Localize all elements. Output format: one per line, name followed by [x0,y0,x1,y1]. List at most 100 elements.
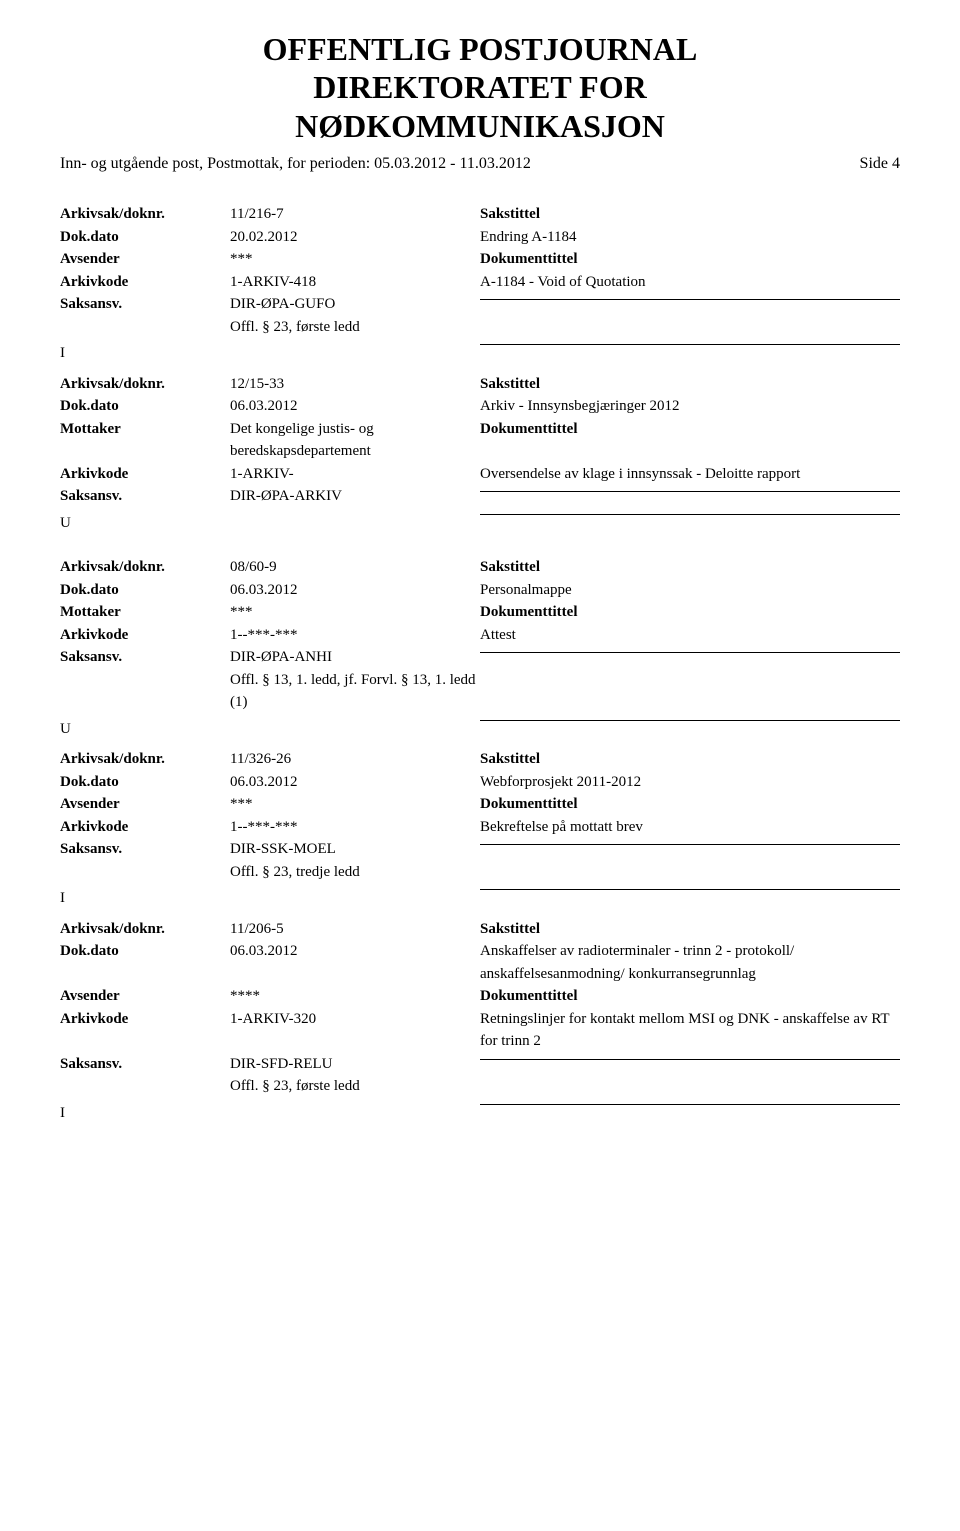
saksansv-label: Saksansv. [60,293,230,316]
saksansv-value: DIR-ØPA-ANHI [230,646,480,669]
saksansv-label: Saksansv. [60,485,230,508]
record-type-letter: I [60,342,230,365]
party-label: Avsender [60,985,230,1008]
arkivkode-value: 1-ARKIV- [230,463,480,486]
saksansv-value: DIR-ØPA-GUFO [230,293,480,316]
journal-record: Arkivsak/doknr.11/206-5Sakstittel Dok.dat… [60,918,900,1125]
saksansv-value: DIR-ØPA-ARKIV [230,485,480,508]
dokdato-label: Dok.dato [60,940,230,985]
dokumenttittel-label: Dokumenttittel [480,248,900,271]
page-number: Side 4 [860,155,900,173]
dokumenttittel-label: Dokumenttittel [480,418,900,463]
divider [480,1104,900,1105]
saksansv-label: Saksansv. [60,838,230,861]
saksansv-label: Saksansv. [60,1053,230,1076]
arkivsak-label: Arkivsak/doknr. [60,748,230,771]
restriction-value: Offl. § 23, første ledd [230,1075,480,1098]
sakstittel-label: Sakstittel [480,748,900,771]
record-type-letter: I [60,1102,230,1125]
journal-record: Arkivsak/doknr.08/60-9Sakstittel Dok.dato… [60,556,900,740]
party-value: *** [230,793,480,816]
restriction-value: Offl. § 23, første ledd [230,316,480,339]
arkivkode-label: Arkivkode [60,1008,230,1053]
divider [480,1059,900,1060]
arkivkode-value: 1--***-*** [230,624,480,647]
party-label: Avsender [60,793,230,816]
saksansv-label: Saksansv. [60,646,230,669]
dokdato-value: 06.03.2012 [230,940,480,985]
arkivsak-value: 08/60-9 [230,556,480,579]
dokumenttittel-value: Retningslinjer for kontakt mellom MSI og… [480,1008,900,1053]
arkivsak-label: Arkivsak/doknr. [60,556,230,579]
dokumenttittel-label: Dokumenttittel [480,793,900,816]
dokdato-label: Dok.dato [60,579,230,602]
party-value: *** [230,601,480,624]
divider [480,844,900,845]
sakstittel-value: Endring A-1184 [480,226,900,249]
restriction-value: Offl. § 13, 1. ledd, jf. Forvl. § 13, 1.… [230,669,480,714]
period-text: Inn- og utgående post, Postmottak, for p… [60,155,531,173]
dokumenttittel-label: Dokumenttittel [480,985,900,1008]
dokdato-value: 06.03.2012 [230,395,480,418]
record-type-letter: U [60,718,230,741]
dokdato-label: Dok.dato [60,226,230,249]
arkivsak-label: Arkivsak/doknr. [60,373,230,396]
dokdato-label: Dok.dato [60,395,230,418]
sakstittel-value: Personalmappe [480,579,900,602]
dokumenttittel-label: Dokumenttittel [480,601,900,624]
dokumenttittel-value: Oversendelse av klage i innsynssak - Del… [480,463,900,486]
record-type-letter: I [60,887,230,910]
title-line-3: NØDKOMMUNIKASJON [60,107,900,145]
arkivkode-label: Arkivkode [60,624,230,647]
party-value: *** [230,248,480,271]
dokumenttittel-value: Attest [480,624,900,647]
title-line-2: DIREKTORATET FOR [60,68,900,106]
journal-record: Arkivsak/doknr.11/216-7Sakstittel Dok.dat… [60,203,900,365]
party-label: Mottaker [60,601,230,624]
arkivsak-label: Arkivsak/doknr. [60,203,230,226]
arkivkode-label: Arkivkode [60,271,230,294]
title-line-1: OFFENTLIG POSTJOURNAL [60,30,900,68]
dokumenttittel-value: A-1184 - Void of Quotation [480,271,900,294]
divider [480,652,900,653]
saksansv-value: DIR-SSK-MOEL [230,838,480,861]
divider [480,514,900,515]
sakstittel-value: Webforprosjekt 2011-2012 [480,771,900,794]
divider [480,889,900,890]
journal-record: Arkivsak/doknr.12/15-33SakstittelDok.dat… [60,373,900,535]
record-type-letter: U [60,512,230,535]
divider [480,299,900,300]
dokdato-label: Dok.dato [60,771,230,794]
sakstittel-label: Sakstittel [480,556,900,579]
party-value: Det kongelige justis- og beredskapsdepar… [230,418,480,463]
divider [480,344,900,345]
arkivkode-label: Arkivkode [60,816,230,839]
sakstittel-value: Arkiv - Innsynsbegjæringer 2012 [480,395,900,418]
sakstittel-label: Sakstittel [480,373,900,396]
dokdato-value: 06.03.2012 [230,579,480,602]
party-label: Avsender [60,248,230,271]
journal-record: Arkivsak/doknr.11/326-26Sakstittel Dok.da… [60,748,900,910]
sub-header: Inn- og utgående post, Postmottak, for p… [60,155,900,173]
divider [480,491,900,492]
party-value: **** [230,985,480,1008]
arkivsak-value: 11/216-7 [230,203,480,226]
arkivkode-value: 1-ARKIV-320 [230,1008,480,1053]
sakstittel-label: Sakstittel [480,918,900,941]
arkivsak-value: 11/326-26 [230,748,480,771]
document-header: OFFENTLIG POSTJOURNAL DIREKTORATET FOR N… [60,30,900,145]
saksansv-value: DIR-SFD-RELU [230,1053,480,1076]
arkivkode-value: 1--***-*** [230,816,480,839]
dokumenttittel-value: Bekreftelse på mottatt brev [480,816,900,839]
sakstittel-value: Anskaffelser av radioterminaler - trinn … [480,940,900,985]
restriction-value: Offl. § 23, tredje ledd [230,861,480,884]
arkivkode-value: 1-ARKIV-418 [230,271,480,294]
records-list: Arkivsak/doknr.11/216-7SakstittelDok.dat… [60,203,900,1124]
sakstittel-label: Sakstittel [480,203,900,226]
arkivsak-value: 11/206-5 [230,918,480,941]
dokdato-value: 06.03.2012 [230,771,480,794]
dokdato-value: 20.02.2012 [230,226,480,249]
arkivkode-label: Arkivkode [60,463,230,486]
arkivsak-label: Arkivsak/doknr. [60,918,230,941]
divider [480,720,900,721]
